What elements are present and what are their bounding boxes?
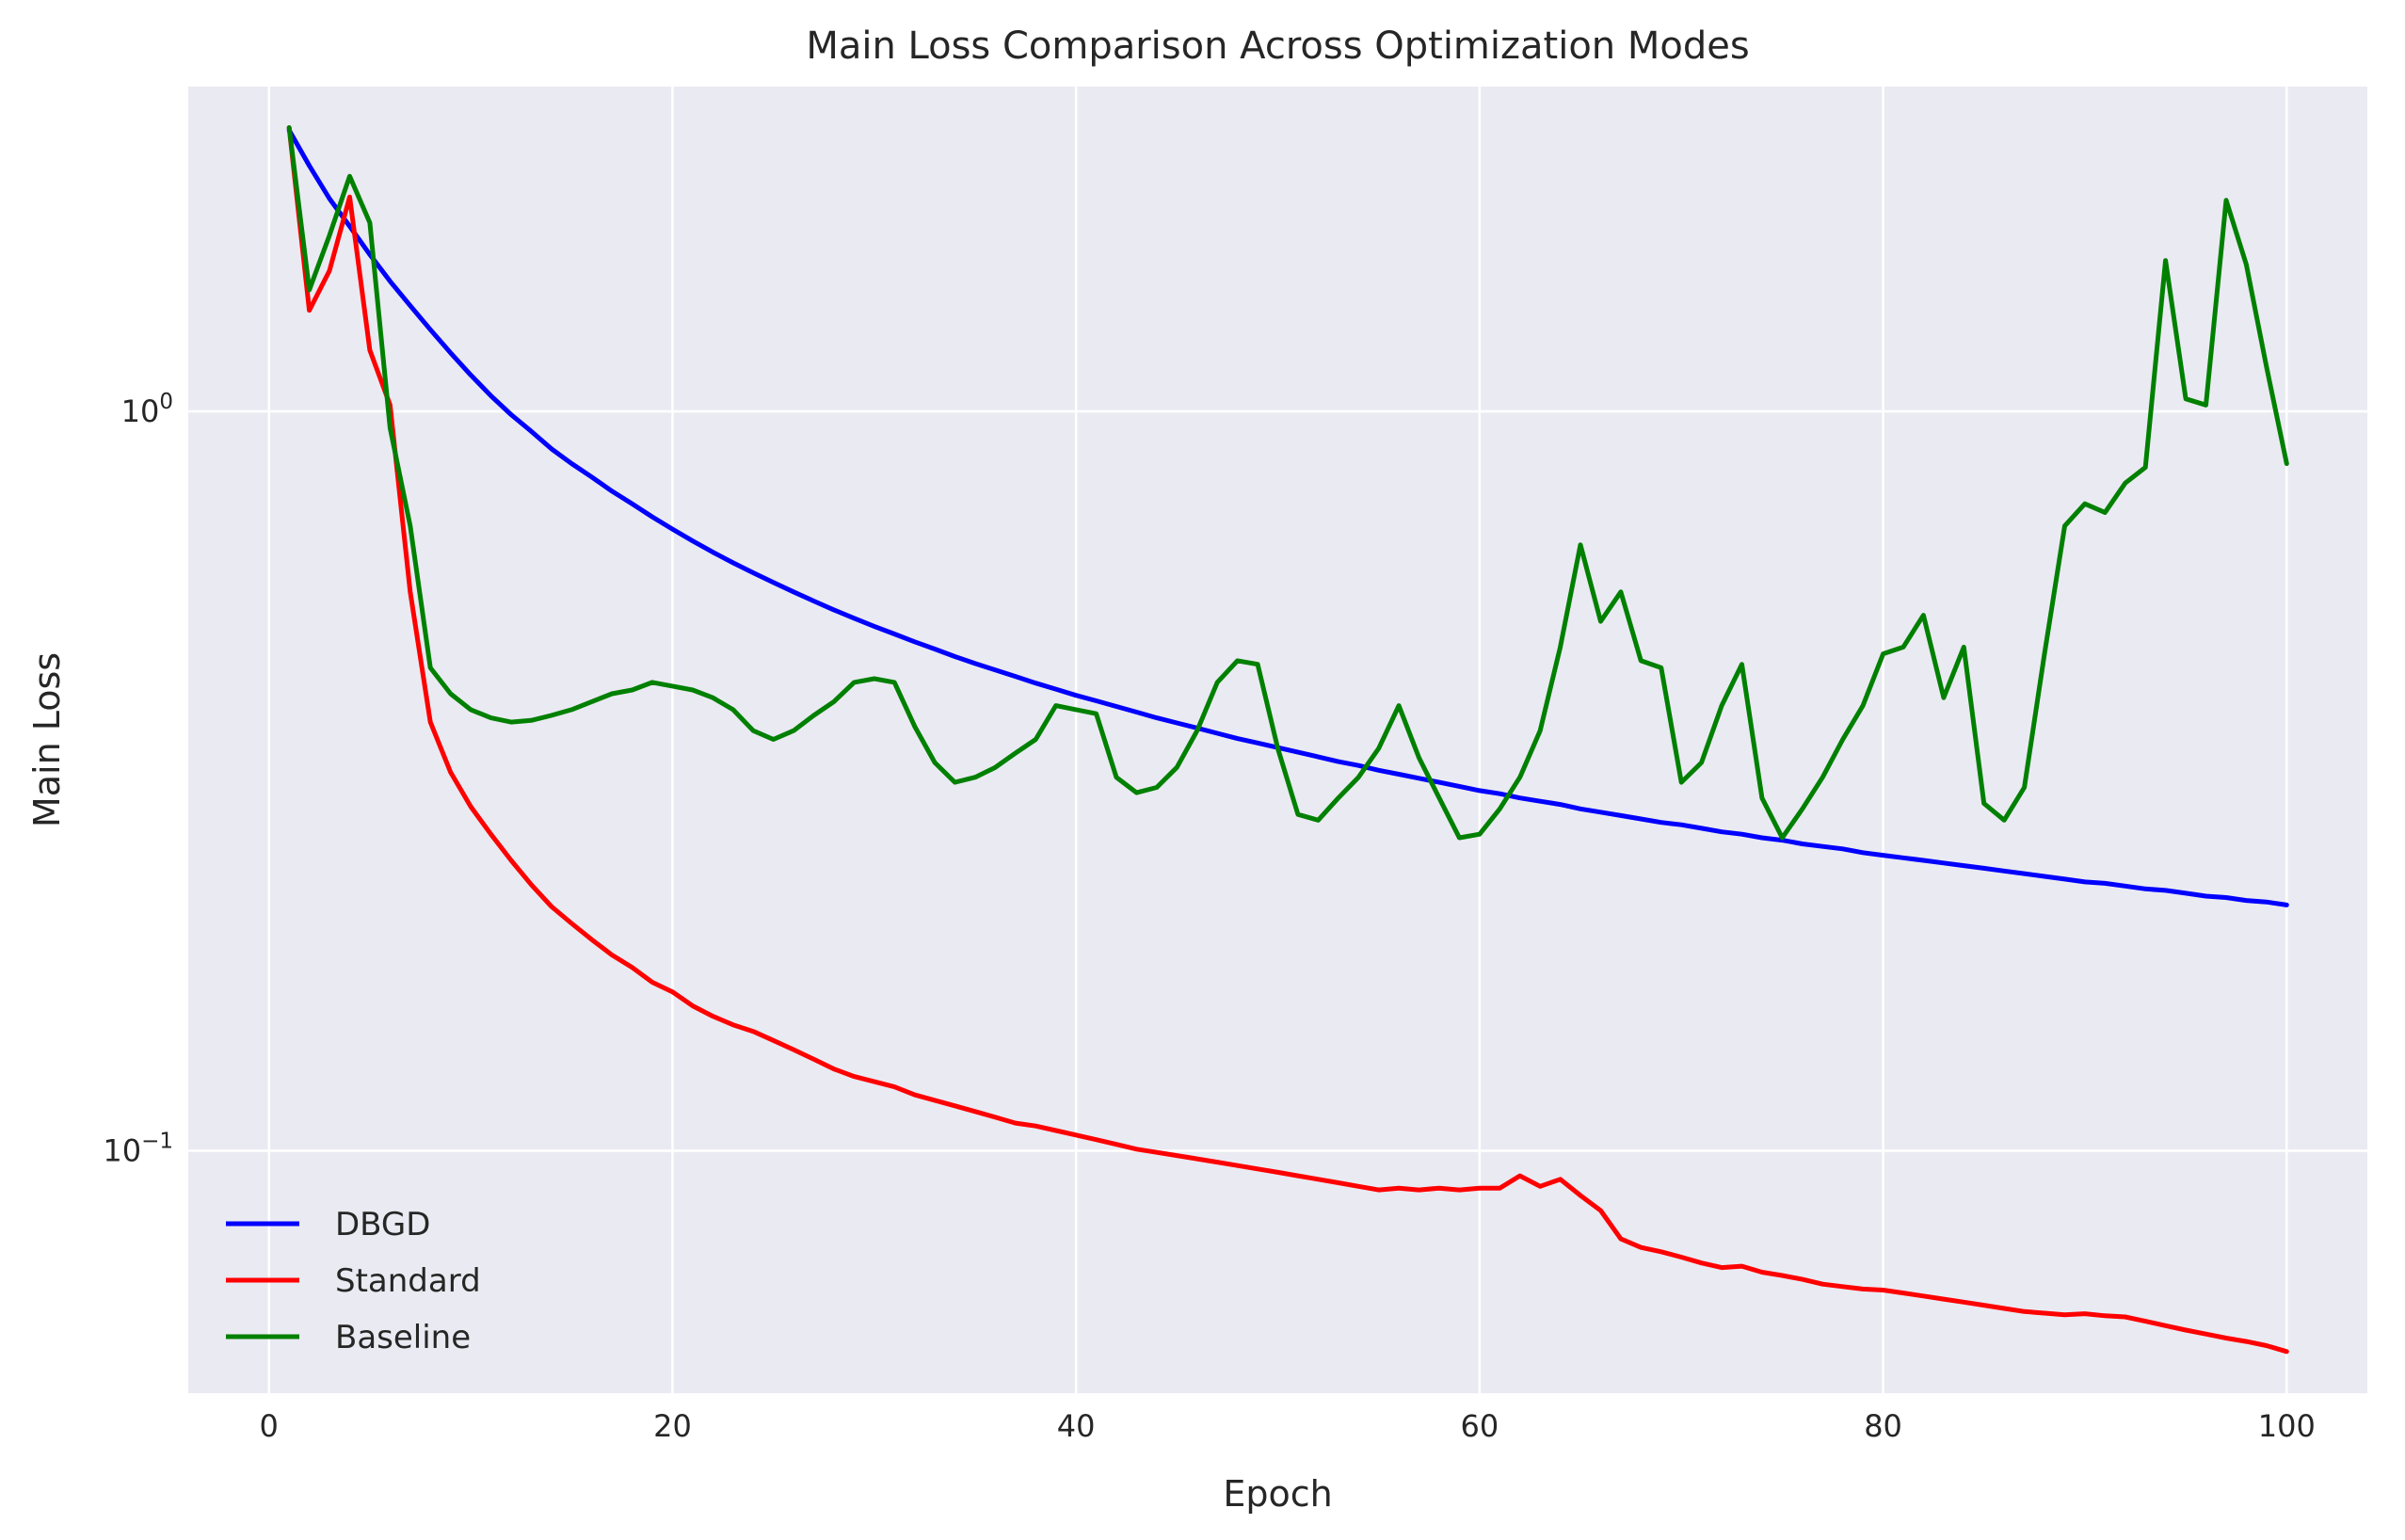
x-tick-labels: 0 20 40 60 80 100: [260, 1408, 2316, 1444]
y-tick-exponent: −1: [141, 1129, 173, 1153]
series-line-standard: [286, 125, 2289, 1355]
legend-label-standard: Standard: [335, 1262, 481, 1300]
x-tick-label: 20: [653, 1408, 692, 1444]
legend-label-dbgd: DBGD: [335, 1206, 430, 1243]
y-tick-base: 10: [103, 1132, 141, 1168]
grid: [188, 87, 2367, 1393]
series-lines: [286, 125, 2289, 1355]
x-tick-label: 60: [1460, 1408, 1499, 1444]
x-tick-label: 100: [2258, 1408, 2316, 1444]
series-line-baseline: [286, 125, 2289, 841]
x-axis-label: Epoch: [1223, 1473, 1332, 1515]
legend-label-baseline: Baseline: [335, 1319, 471, 1356]
y-tick-base: 10: [121, 393, 160, 429]
y-tick-label: 10−1: [103, 1129, 173, 1168]
y-tick-label: 100: [121, 390, 173, 429]
y-axis-label: Main Loss: [26, 652, 68, 827]
chart-title: Main Loss Comparison Across Optimization…: [806, 24, 1749, 68]
x-tick-label: 40: [1057, 1408, 1096, 1444]
legend: DBGD Standard Baseline: [226, 1206, 481, 1356]
series-line-dbgd: [286, 127, 2289, 907]
x-tick-label: 80: [1864, 1408, 1902, 1444]
x-tick-label: 0: [260, 1408, 279, 1444]
y-tick-exponent: 0: [159, 390, 173, 414]
